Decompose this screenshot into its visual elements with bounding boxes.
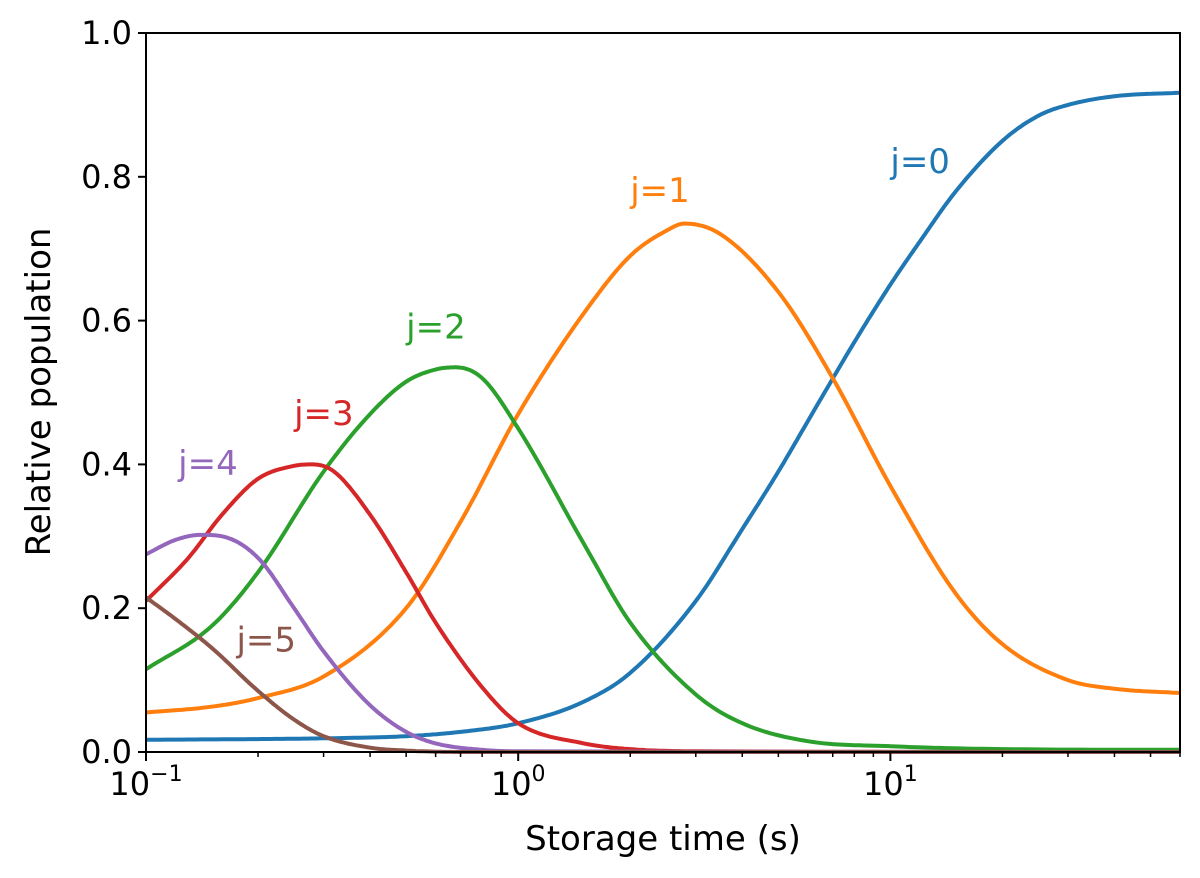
series-line-j3: [144, 462, 1180, 754]
x-tick-label: 10−1: [109, 762, 182, 803]
series-label-j0: j=0: [889, 142, 950, 182]
series-label-j3: j=3: [293, 394, 354, 434]
x-tick-label: 100: [491, 762, 546, 803]
y-axis: 0.0 0.2 0.4 0.6 0.8 1.0: [81, 14, 146, 771]
y-tick-label: 0.2: [81, 589, 132, 627]
y-tick-label: 0.4: [81, 445, 132, 483]
x-axis-title: Storage time (s): [525, 819, 801, 859]
y-tick-label: 0.6: [81, 302, 132, 340]
plot-frame: [145, 32, 1181, 753]
x-tick-label: 101: [863, 762, 918, 803]
series-label-j2: j=2: [405, 308, 466, 348]
series-labels: j=0 j=1 j=2 j=3 j=4 j=5: [177, 142, 950, 660]
y-tick-label: 0.0: [81, 733, 132, 771]
y-tick-label: 0.8: [81, 158, 132, 196]
x-axis: 10−1 100 101: [109, 752, 1181, 803]
series-line-j2: [144, 365, 1180, 752]
series-line-j4: [145, 532, 1180, 754]
series-line-j0: [145, 90, 1181, 742]
series-label-j5: j=5: [235, 620, 296, 660]
y-tick-label: 1.0: [81, 14, 132, 52]
series-label-j1: j=1: [629, 171, 690, 211]
series-label-j4: j=4: [177, 444, 238, 484]
y-axis-title: Relative population: [19, 228, 59, 557]
